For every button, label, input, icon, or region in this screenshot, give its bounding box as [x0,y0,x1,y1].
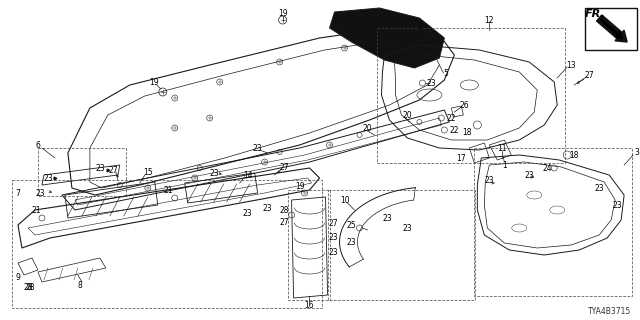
Text: 27: 27 [329,219,339,228]
Text: 14: 14 [243,171,252,180]
Text: 8: 8 [77,281,83,290]
Text: 27: 27 [280,163,289,172]
Text: 27: 27 [584,70,594,79]
Text: 28: 28 [280,205,289,214]
Text: 24: 24 [543,164,552,172]
Text: 21: 21 [163,186,173,195]
Bar [328,190,476,300]
Text: 19: 19 [278,9,287,18]
Text: 27: 27 [108,165,118,174]
Text: 23: 23 [612,201,622,210]
Text: 25: 25 [347,220,356,229]
Text: 23: 23 [253,143,262,153]
Bar [12,180,321,308]
Polygon shape [330,8,444,68]
Text: 23: 23 [383,213,392,222]
Text: 23: 23 [210,169,220,178]
Text: 20: 20 [363,124,372,132]
Bar [474,148,632,296]
Text: 13: 13 [566,60,576,69]
Text: 28: 28 [25,284,35,292]
Text: 23: 23 [95,164,105,172]
Text: 11: 11 [497,143,507,153]
Text: 23: 23 [243,209,252,218]
Text: 26: 26 [460,100,469,109]
Text: 5: 5 [443,68,448,77]
FancyArrow shape [596,15,627,42]
Text: 19: 19 [149,77,159,86]
Text: 1: 1 [502,161,507,170]
Text: 16: 16 [304,300,314,309]
Bar [585,8,637,50]
Text: 21: 21 [31,205,41,214]
Text: 12: 12 [484,15,494,25]
Text: 3: 3 [635,148,639,156]
Text: 23: 23 [43,173,52,182]
Text: 9: 9 [15,274,20,283]
Text: 7: 7 [15,188,20,197]
Text: 22: 22 [447,114,456,123]
Text: 28: 28 [23,284,33,292]
Text: 23: 23 [329,233,339,242]
Bar [38,148,126,196]
Text: 15: 15 [143,167,152,177]
Text: 10: 10 [340,196,349,204]
Text: 23: 23 [427,78,436,87]
Text: 27: 27 [280,218,289,227]
Text: 18: 18 [570,150,579,159]
Text: TYA4B3715: TYA4B3715 [588,308,631,316]
Bar [378,28,565,163]
Text: 22: 22 [450,125,459,134]
Text: 23: 23 [329,247,339,257]
Text: 20: 20 [403,110,412,119]
Text: 23: 23 [403,223,412,233]
Text: 23: 23 [347,237,356,246]
Text: 6: 6 [35,140,40,149]
Text: 19: 19 [295,181,305,190]
Text: 23: 23 [263,204,273,212]
Text: 23: 23 [484,175,494,185]
Text: 17: 17 [456,154,466,163]
Text: 23: 23 [35,188,45,197]
Text: 2: 2 [417,21,422,30]
Text: 18: 18 [463,127,472,137]
Bar [287,190,330,300]
Text: 23: 23 [524,171,534,180]
Text: 23: 23 [595,183,604,193]
Text: FR.: FR. [585,9,605,19]
